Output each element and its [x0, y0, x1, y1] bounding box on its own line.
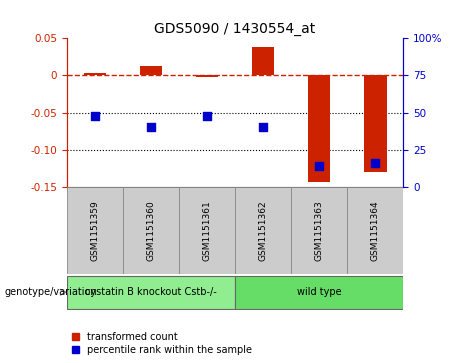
- Text: GSM1151363: GSM1151363: [315, 200, 324, 261]
- Bar: [179, 187, 235, 274]
- Bar: [67, 187, 123, 274]
- Bar: [140, 66, 162, 75]
- Bar: [235, 187, 291, 274]
- Bar: [83, 73, 106, 75]
- Point: [203, 113, 211, 118]
- Text: GSM1151359: GSM1151359: [90, 200, 100, 261]
- Text: wild type: wild type: [297, 287, 342, 297]
- Bar: [308, 75, 331, 182]
- Bar: [347, 187, 403, 274]
- Bar: [291, 187, 347, 274]
- Bar: [67, 276, 235, 309]
- Point: [315, 163, 323, 169]
- Bar: [252, 47, 274, 75]
- Text: GSM1151362: GSM1151362: [259, 200, 268, 261]
- Legend: transformed count, percentile rank within the sample: transformed count, percentile rank withi…: [72, 331, 252, 355]
- Bar: [364, 75, 386, 172]
- Text: cystatin B knockout Cstb-/-: cystatin B knockout Cstb-/-: [85, 287, 217, 297]
- Text: GSM1151364: GSM1151364: [371, 200, 380, 261]
- Bar: [196, 75, 218, 77]
- Bar: [123, 187, 179, 274]
- Text: GSM1151361: GSM1151361: [202, 200, 212, 261]
- Point: [260, 125, 267, 130]
- Bar: [235, 276, 403, 309]
- Point: [372, 160, 379, 166]
- Text: GSM1151360: GSM1151360: [147, 200, 155, 261]
- Point: [91, 113, 99, 118]
- Title: GDS5090 / 1430554_at: GDS5090 / 1430554_at: [154, 22, 316, 36]
- Text: genotype/variation: genotype/variation: [5, 287, 97, 297]
- Point: [147, 125, 154, 130]
